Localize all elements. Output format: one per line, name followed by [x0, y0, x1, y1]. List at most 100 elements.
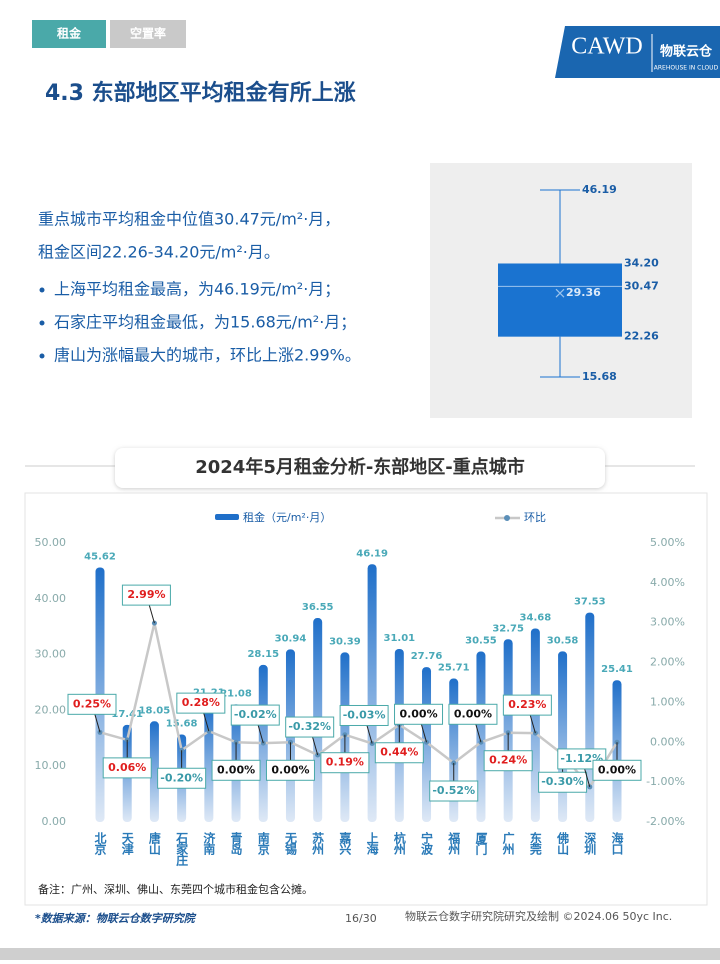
- y2-tick-label: -2.00%: [646, 815, 685, 828]
- y2-tick-label: 0.00%: [650, 735, 685, 748]
- y-tick-label: 20.00: [35, 703, 67, 716]
- legend-swatch: [215, 514, 239, 520]
- legend-label: 环比: [524, 511, 546, 524]
- value-label: 46.19: [582, 183, 617, 196]
- label-box: [67, 693, 117, 715]
- logo-text: CAWD: [571, 34, 642, 60]
- tab-label[interactable]: 空置率: [130, 26, 166, 41]
- bar: [530, 628, 540, 822]
- bar-value-label: 31.01: [383, 633, 415, 644]
- label-box: [538, 771, 588, 793]
- summary-bullet: 唐山为涨幅最大的城市，环比上涨2.99%。: [54, 346, 361, 365]
- x-tick-label: 福州: [447, 831, 461, 856]
- line-value-label: 0.00%: [217, 763, 255, 776]
- x-tick-label: 北京: [93, 831, 107, 856]
- tab[interactable]: [110, 20, 186, 48]
- line-value-label: -0.30%: [541, 775, 584, 788]
- logo-brand: 物联云仓: [660, 44, 713, 60]
- label-box: [230, 704, 280, 726]
- footnote: 备注：广州、深圳、佛山、东莞四个城市租金包含公摊。: [38, 882, 313, 896]
- label-box: [176, 692, 226, 714]
- bar-value-label: 30.94: [275, 633, 307, 644]
- y2-tick-label: 1.00%: [650, 695, 685, 708]
- bar-value-label: 32.75: [492, 623, 524, 634]
- line-value-label: -0.52%: [432, 784, 475, 797]
- bar: [585, 612, 595, 822]
- label-box: [374, 742, 424, 764]
- x-tick-label: 天津: [120, 832, 134, 856]
- credit: 物联云仓数字研究院研究及绘制 ©2024.06 50yc Inc.: [405, 909, 672, 923]
- label-box: [448, 703, 498, 725]
- y-tick-label: 40.00: [35, 592, 67, 605]
- tab-active[interactable]: [32, 20, 106, 48]
- page-number: 16/30: [345, 912, 377, 925]
- line-value-label: -1.12%: [560, 752, 603, 765]
- label-box: [211, 759, 261, 781]
- line-value-label: 2.99%: [127, 588, 165, 601]
- x-tick-label: 石家庄: [175, 832, 189, 867]
- summary-line: 租金区间22.26-34.20元/m²·月。: [38, 243, 280, 262]
- x-tick-label: 海口: [610, 831, 624, 856]
- label-box: [157, 767, 207, 789]
- x-tick-label: 青岛: [229, 831, 243, 856]
- bar: [558, 651, 568, 822]
- value-label: 34.20: [624, 256, 659, 269]
- bar-value-label: 27.76: [411, 651, 443, 662]
- x-tick-label: 宁波: [420, 831, 434, 856]
- line-value-label: 0.00%: [399, 707, 437, 720]
- line-value-label: 0.44%: [380, 746, 418, 759]
- bar: [149, 721, 159, 822]
- label-box: [265, 759, 315, 781]
- label-box: [394, 703, 444, 725]
- tab-label[interactable]: 租金: [57, 26, 82, 41]
- bar-value-label: 25.71: [438, 663, 470, 674]
- y-tick-label: 30.00: [35, 648, 67, 661]
- y2-tick-label: 3.00%: [650, 616, 685, 629]
- title-pill: [115, 448, 605, 488]
- line-value-label: 0.28%: [182, 696, 220, 709]
- y-tick-label: 50.00: [35, 536, 67, 549]
- label-box: [429, 780, 479, 802]
- line-value-label: 0.24%: [489, 754, 527, 767]
- bar-value-label: 37.53: [574, 597, 606, 608]
- line-value-label: 0.00%: [598, 763, 636, 776]
- label-box: [102, 757, 152, 779]
- bar-value-label: 25.41: [601, 664, 633, 675]
- label-box: [502, 694, 552, 716]
- bar-value-label: 30.58: [547, 635, 579, 646]
- x-tick-label: 无锡: [283, 832, 297, 856]
- mean-marker: [555, 288, 565, 298]
- value-label: 30.47: [624, 279, 659, 292]
- summary-line: 重点城市平均租金中位值30.47元/m²·月，: [38, 210, 340, 229]
- bar-value-label: 34.68: [520, 612, 552, 623]
- line-value-label: -0.02%: [234, 708, 277, 721]
- bar: [367, 564, 377, 822]
- mean-label: 29.36: [566, 286, 601, 299]
- legend-swatch: [504, 515, 510, 521]
- line-value-label: 0.19%: [326, 756, 364, 769]
- bottom-bar: [0, 948, 720, 960]
- x-tick-label: 济南: [202, 831, 216, 856]
- x-tick-label: 佛山: [556, 831, 570, 856]
- heading: 4.3 东部地区平均租金有所上涨: [45, 80, 356, 106]
- line-value-label: -0.32%: [288, 720, 331, 733]
- bar-value-label: 46.19: [356, 548, 388, 559]
- line-value-label: -0.03%: [343, 708, 386, 721]
- value-label: 22.26: [624, 330, 659, 343]
- y-tick-label: 0.00: [42, 815, 67, 828]
- bar-value-label: 17.41: [111, 709, 143, 720]
- x-tick-label: 唐山: [147, 831, 161, 856]
- x-tick-label: 苏州: [311, 831, 325, 856]
- bar-value-label: 45.62: [84, 551, 116, 562]
- line-value-label: -0.20%: [160, 771, 203, 784]
- bar-value-label: 36.55: [302, 602, 334, 613]
- box: [498, 263, 622, 337]
- x-tick-label: 上海: [365, 831, 379, 856]
- x-tick-label: 厦门: [474, 831, 488, 856]
- line-value-label: 0.25%: [73, 697, 111, 710]
- value-label: 15.68: [582, 370, 617, 383]
- x-tick-label: 东莞: [528, 831, 542, 856]
- summary-bullet: 石家庄平均租金最低，为15.68元/m²·月；: [54, 313, 356, 332]
- x-tick-label: 广州: [501, 831, 515, 856]
